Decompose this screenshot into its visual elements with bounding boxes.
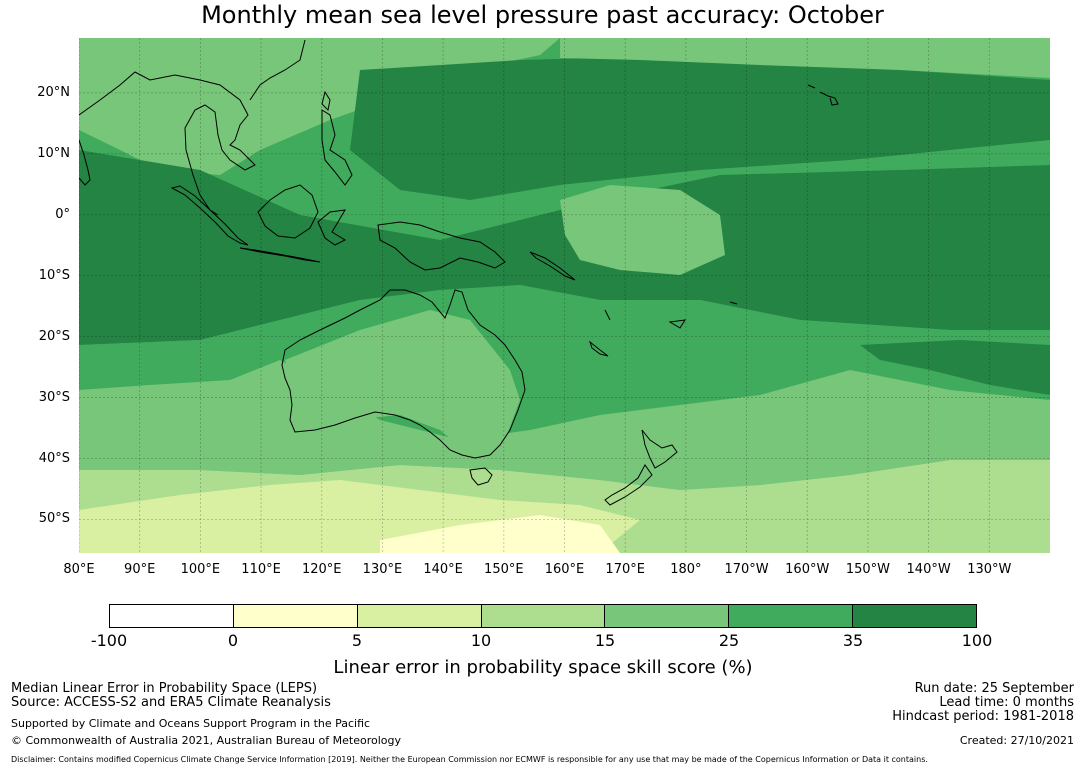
lon-label-100e: 100°E: [180, 562, 221, 577]
lon-label-140w: 140°W: [906, 562, 951, 577]
lat-label-20n: 20°N: [37, 84, 70, 100]
colorbar-tick-5: 25: [718, 631, 740, 650]
colorbar-tick-0: -100: [90, 631, 128, 650]
lon-label-120e: 120°E: [301, 562, 342, 577]
footer-support: Supported by Climate and Oceans Support …: [11, 717, 371, 730]
lon-label-160e: 160°E: [544, 562, 585, 577]
colorbar-tick-3: 10: [470, 631, 492, 650]
coastline-australia: [281, 289, 526, 459]
lon-label-130w: 130°W: [967, 562, 1012, 577]
colorbar-segment-5: [729, 605, 854, 627]
colorbar-segment-0: [110, 605, 234, 627]
footer-copyright: © Commonwealth of Australia 2021, Austra…: [11, 734, 401, 747]
lat-label-10s: 10°S: [38, 267, 70, 283]
lat-label-40s: 40°S: [38, 450, 70, 466]
skill-region-southernmost-yellow: [380, 515, 620, 553]
colorbar-segment-2: [357, 605, 482, 627]
lon-label-150e: 150°E: [484, 562, 524, 577]
lat-label-30s: 30°S: [38, 389, 70, 405]
coastline-philippines: [321, 109, 353, 186]
lon-label-110e: 110°E: [241, 562, 281, 577]
skill-region-equatorial-dark: [79, 150, 1050, 345]
coastline-new-zealand-south: [604, 464, 653, 506]
coastline-sulawesi: [317, 209, 347, 246]
colorbar-segment-4: [605, 605, 730, 627]
lat-label-0: 0°: [55, 206, 70, 222]
map-title: Monthly mean sea level pressure past acc…: [201, 1, 884, 29]
lon-label-150w: 150°W: [845, 562, 891, 577]
coastlines: [79, 39, 839, 506]
coastline-new-guinea: [377, 221, 506, 271]
coastline-borneo: [257, 184, 319, 239]
colorbar-tick-2: 5: [351, 631, 363, 650]
coastline-new-zealand-north: [641, 429, 678, 469]
colorbar-segment-3: [481, 605, 606, 627]
coastline-tasmania: [469, 467, 493, 486]
lon-label-170e: 170°E: [605, 562, 645, 577]
skill-region-north-strip-light: [560, 38, 1050, 78]
coastline-vanuatu-fiji: [604, 301, 738, 329]
colorbar: [109, 604, 977, 628]
colorbar-label: Linear error in probability space skill …: [333, 657, 753, 678]
lat-label-10n: 10°N: [37, 145, 70, 161]
lon-label-160w: 160°W: [785, 562, 830, 577]
footer-created: Created: 27/10/2021: [959, 734, 1074, 747]
coastline-hawaii: [807, 84, 839, 106]
coastline-java: [239, 247, 321, 263]
coastline-sumatra: [170, 185, 249, 246]
lon-label-90e: 90°E: [124, 562, 156, 577]
coastline-asia-mainland: [79, 39, 306, 216]
coastline-solomon-islands: [529, 251, 576, 281]
colorbar-tick-1: 0: [227, 631, 239, 650]
gridlines: [79, 38, 1050, 553]
skill-score-map: [79, 38, 1050, 553]
colorbar-segment-6: [853, 605, 977, 627]
lat-label-20s: 20°S: [38, 328, 70, 344]
lon-label-130e: 130°E: [362, 562, 403, 577]
skill-region-central-pacific-light: [560, 185, 725, 275]
lon-label-80e: 80°E: [63, 562, 95, 577]
footer-method: Median Linear Error in Probability Space…: [11, 681, 318, 696]
skill-region-north-pacific-dark: [350, 55, 1050, 200]
coastline-new-caledonia: [588, 340, 609, 357]
coastline-india-tip: [79, 139, 91, 186]
skill-field: [79, 38, 1050, 553]
footer-hindcast: Hindcast period: 1981-2018: [892, 709, 1074, 724]
colorbar-tick-7: 100: [961, 631, 993, 650]
lon-label-170w: 170°W: [724, 562, 769, 577]
colorbar-tick-4: 15: [594, 631, 616, 650]
footer-source: Source: ACCESS-S2 and ERA5 Climate Reana…: [11, 695, 331, 710]
lon-label-180: 180°: [670, 562, 702, 577]
lon-label-140e: 140°E: [423, 562, 463, 577]
lat-label-50s: 50°S: [38, 511, 70, 527]
coastline-taiwan: [321, 90, 331, 112]
skill-region-southeast-dark: [860, 340, 1050, 395]
footer-lead-time: Lead time: 0 months: [939, 695, 1074, 710]
colorbar-segment-1: [233, 605, 358, 627]
footer-run-date: Run date: 25 September: [914, 681, 1074, 696]
footer-disclaimer: Disclaimer: Contains modified Copernicus…: [11, 755, 928, 764]
colorbar-tick-6: 35: [842, 631, 864, 650]
skill-region-australia-interior: [285, 310, 520, 455]
